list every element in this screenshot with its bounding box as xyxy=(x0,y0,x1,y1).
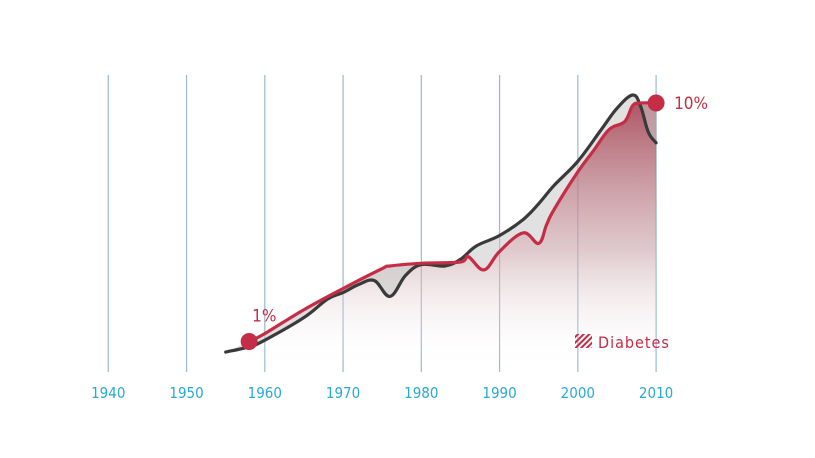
series-line-diabetes xyxy=(247,101,658,344)
endpoint-dot-2010 xyxy=(647,94,665,112)
series-line-overall xyxy=(224,93,658,354)
x-tick-label-1940: 1940 xyxy=(91,384,125,402)
area-layer xyxy=(225,94,657,369)
annotation-label-2010: 10% xyxy=(674,94,708,114)
legend-label: Diabetes xyxy=(598,333,670,352)
x-tick-label-1990: 1990 xyxy=(482,384,516,402)
gap-band xyxy=(225,94,657,353)
endpoint-dot-1958 xyxy=(240,333,258,350)
x-tick-label-1960: 1960 xyxy=(248,384,282,402)
x-tick-label-1980: 1980 xyxy=(404,384,438,402)
legend: Diabetes xyxy=(575,333,670,352)
annotation-label-1958: 1% xyxy=(252,307,276,327)
x-tick-label-1950: 1950 xyxy=(169,384,203,402)
x-tick-label-1970: 1970 xyxy=(326,384,360,402)
line-layer xyxy=(224,93,658,354)
x-tick-label-2000: 2000 xyxy=(561,384,595,402)
x-axis-ticks: 1940 1950 1960 1970 1980 1990 2000 2010 xyxy=(91,384,673,402)
grid-lines xyxy=(107,75,657,372)
annotations: 1% 10% xyxy=(240,94,708,350)
diabetes-area xyxy=(249,102,657,369)
x-tick-label-2010: 2010 xyxy=(639,384,673,402)
hatch-icon xyxy=(575,334,592,348)
